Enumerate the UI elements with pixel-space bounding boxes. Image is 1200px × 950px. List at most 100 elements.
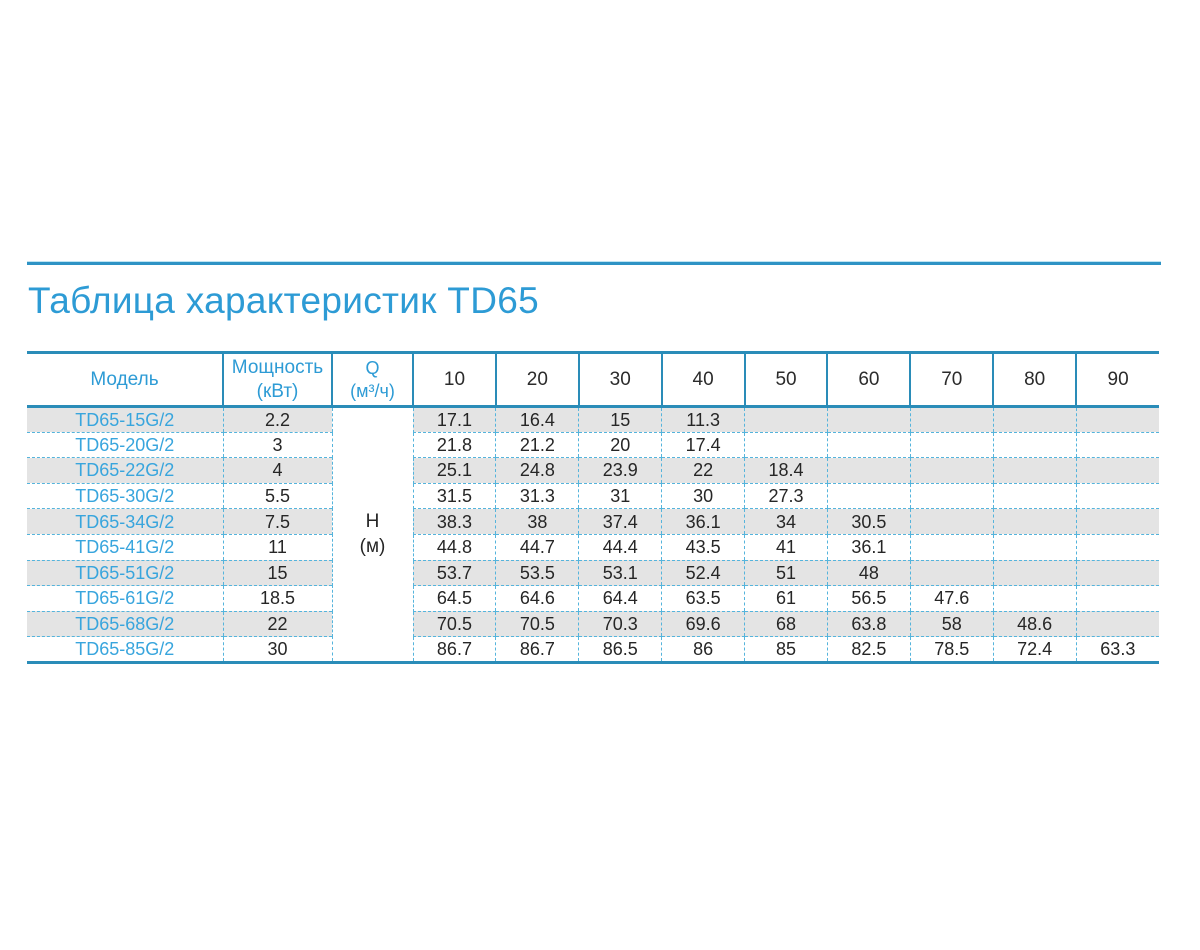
head-value-cell: 30 — [661, 483, 745, 510]
head-value-cell: 36.1 — [661, 508, 745, 535]
head-value-cell — [1075, 585, 1160, 612]
head-value-cell: 20 — [578, 432, 662, 459]
head-value-cell: 48.6 — [992, 611, 1077, 638]
power-cell: 15 — [222, 560, 332, 587]
table-header-row: Модель Мощность (кВт) Q (м³/ч) 10 20 30 40 5… — [27, 351, 1160, 408]
head-value-cell — [1075, 611, 1160, 638]
column-header-flow-70: 70 — [909, 351, 994, 408]
head-value-cell: 38.3 — [412, 508, 496, 535]
head-value-cell — [992, 432, 1077, 459]
head-value-cell — [992, 534, 1077, 561]
model-cell: TD65-30G/2 — [27, 483, 223, 510]
head-value-cell: 63.5 — [661, 585, 745, 612]
head-value-cell: 44.8 — [412, 534, 496, 561]
head-value-cell: 48 — [826, 560, 911, 587]
column-header-flow-40: 40 — [660, 351, 745, 408]
model-cell: TD65-34G/2 — [27, 508, 223, 535]
head-value-cell: 82.5 — [826, 636, 911, 664]
head-value-cell: 16.4 — [495, 406, 579, 433]
head-value-cell: 53.7 — [412, 560, 496, 587]
head-unit-cell: Н (м) — [331, 406, 413, 664]
head-value-cell — [1075, 483, 1160, 510]
head-value-cell: 86 — [661, 636, 745, 664]
table-row: TD65-20G/2 3 21.8 21.2 20 17.4 — [27, 432, 1160, 459]
page-title: Таблица характеристик TD65 — [28, 280, 539, 321]
column-header-power: Мощность (кВт) — [222, 351, 332, 408]
power-cell: 22 — [222, 611, 332, 638]
top-divider — [27, 261, 1161, 265]
model-cell: TD65-22G/2 — [27, 457, 223, 484]
power-cell: 18.5 — [222, 585, 332, 612]
head-value-cell: 53.1 — [578, 560, 662, 587]
head-value-cell: 44.4 — [578, 534, 662, 561]
head-value-cell: 24.8 — [495, 457, 579, 484]
power-cell: 3 — [222, 432, 332, 459]
model-cell: TD65-20G/2 — [27, 432, 223, 459]
head-value-cell: 63.8 — [826, 611, 911, 638]
table-row: TD65-30G/2 5.5 31.5 31.3 31 30 27.3 — [27, 483, 1160, 510]
table-row: TD65-34G/2 7.5 38.3 38 37.4 36.1 34 30.5 — [27, 508, 1160, 535]
head-value-cell — [992, 483, 1077, 510]
column-header-flow-50: 50 — [743, 351, 828, 408]
head-value-cell — [1075, 534, 1160, 561]
head-value-cell: 51 — [744, 560, 828, 587]
head-value-cell: 86.5 — [578, 636, 662, 664]
column-header-flow-90: 90 — [1075, 351, 1160, 408]
model-cell: TD65-85G/2 — [27, 636, 223, 664]
head-value-cell: 64.6 — [495, 585, 579, 612]
power-cell: 7.5 — [222, 508, 332, 535]
head-value-cell — [992, 560, 1077, 587]
head-value-cell — [909, 457, 994, 484]
head-value-cell — [909, 432, 994, 459]
column-header-flow-60: 60 — [826, 351, 911, 408]
head-value-cell: 17.1 — [412, 406, 496, 433]
head-value-cell: 30.5 — [826, 508, 911, 535]
power-cell: 30 — [222, 636, 332, 664]
head-value-cell: 37.4 — [578, 508, 662, 535]
head-value-cell: 18.4 — [744, 457, 828, 484]
model-cell: TD65-68G/2 — [27, 611, 223, 638]
head-value-cell — [992, 508, 1077, 535]
table-row: TD65-41G/2 11 44.8 44.7 44.4 43.5 41 36.1 — [27, 534, 1160, 561]
head-value-cell: 53.5 — [495, 560, 579, 587]
flow-header-line1: Q — [365, 358, 380, 378]
head-value-cell: 36.1 — [826, 534, 911, 561]
head-value-cell: 85 — [744, 636, 828, 664]
head-unit-line1: Н — [365, 510, 380, 532]
head-value-cell: 58 — [909, 611, 994, 638]
power-cell: 4 — [222, 457, 332, 484]
head-value-cell: 68 — [744, 611, 828, 638]
table-row: TD65-22G/2 4 25.1 24.8 23.9 22 18.4 — [27, 457, 1160, 484]
head-value-cell — [909, 560, 994, 587]
head-value-cell: 11.3 — [661, 406, 745, 433]
head-value-cell — [909, 483, 994, 510]
head-value-cell: 64.4 — [578, 585, 662, 612]
head-value-cell: 38 — [495, 508, 579, 535]
head-value-cell: 31.5 — [412, 483, 496, 510]
head-value-cell — [992, 457, 1077, 484]
model-cell: TD65-41G/2 — [27, 534, 223, 561]
head-value-cell: 61 — [744, 585, 828, 612]
head-value-cell: 78.5 — [909, 636, 994, 664]
head-unit-line2: (м) — [359, 536, 386, 558]
power-header-line1: Мощность — [231, 356, 324, 378]
head-value-cell: 70.3 — [578, 611, 662, 638]
head-value-cell: 56.5 — [826, 585, 911, 612]
head-value-cell — [1075, 560, 1160, 587]
head-value-cell — [1075, 406, 1160, 433]
table-row: TD65-15G/2 2.2 Н (м) 17.1 16.4 15 11.3 — [27, 406, 1160, 664]
power-cell: 5.5 — [222, 483, 332, 510]
column-header-flow-10: 10 — [412, 351, 496, 408]
head-value-cell: 47.6 — [909, 585, 994, 612]
head-value-cell: 44.7 — [495, 534, 579, 561]
head-value-cell: 25.1 — [412, 457, 496, 484]
model-cell: TD65-61G/2 — [27, 585, 223, 612]
head-value-cell: 69.6 — [661, 611, 745, 638]
model-cell: TD65-15G/2 — [27, 406, 223, 433]
head-value-cell — [826, 406, 911, 433]
head-value-cell — [1075, 508, 1160, 535]
head-value-cell — [826, 483, 911, 510]
head-value-cell — [1075, 432, 1160, 459]
head-value-cell: 72.4 — [992, 636, 1077, 664]
